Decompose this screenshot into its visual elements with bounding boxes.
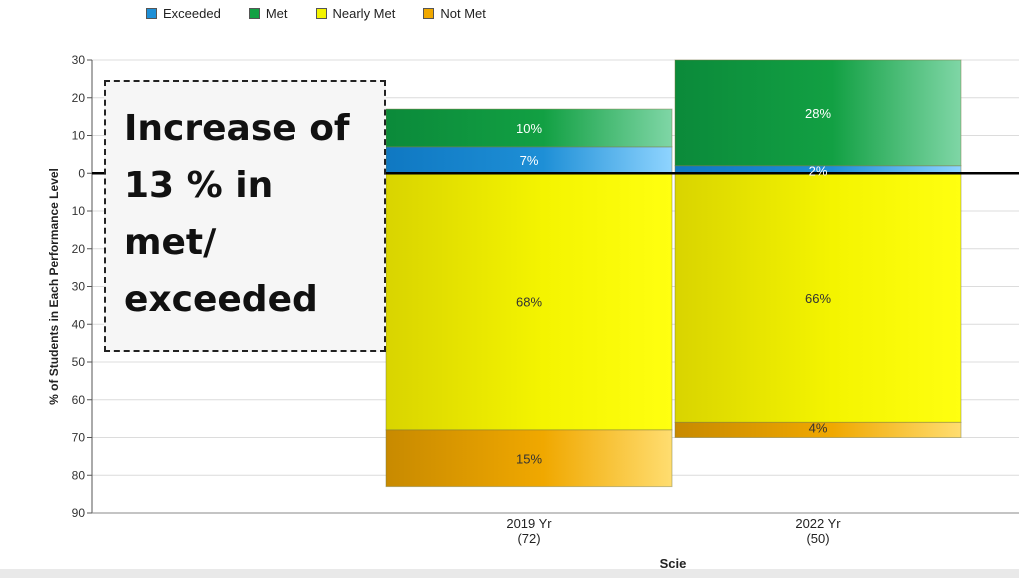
y-tick-label: 0 xyxy=(78,166,85,180)
x-category-label: (50) xyxy=(806,531,829,546)
data-label: 7% xyxy=(520,153,539,168)
legend-label: Not Met xyxy=(440,6,486,21)
bottom-scroll-strip xyxy=(0,569,1019,578)
y-tick-label: 20 xyxy=(72,242,86,256)
legend-swatch xyxy=(315,8,327,19)
x-category-label: (72) xyxy=(517,531,540,546)
y-tick-label: 70 xyxy=(72,431,86,445)
bar-segment-not-met xyxy=(674,421,962,438)
legend-label: Met xyxy=(265,6,288,21)
legend-swatch xyxy=(423,8,435,19)
data-label: 2% xyxy=(809,164,828,179)
data-label: 4% xyxy=(809,420,828,435)
bar-segment-met xyxy=(674,59,962,167)
y-tick-label: 20 xyxy=(72,91,86,105)
annotation-callout: Increase of 13 % in met/ exceeded xyxy=(104,80,386,352)
y-tick-label: 10 xyxy=(72,204,86,218)
y-tick-label: 50 xyxy=(72,355,86,369)
data-label: 15% xyxy=(516,451,542,466)
bar-segment-met xyxy=(385,108,673,148)
y-tick-label: 80 xyxy=(72,468,86,482)
data-label: 66% xyxy=(805,291,831,306)
y-tick-label: 30 xyxy=(72,280,86,294)
legend-label: Nearly Met xyxy=(332,6,396,21)
legend-swatch xyxy=(248,8,260,19)
data-label: 28% xyxy=(805,106,831,121)
data-label: 10% xyxy=(516,121,542,136)
y-tick-label: 60 xyxy=(72,393,86,407)
chart-legend: Exceeded Met Nearly Met Not Met xyxy=(146,6,514,21)
legend-item-1: Met xyxy=(248,6,288,21)
y-tick-label: 30 xyxy=(72,53,86,67)
x-axis-title: Scie xyxy=(660,556,687,571)
y-tick-label: 90 xyxy=(72,506,86,520)
y-tick-label: 10 xyxy=(72,129,86,143)
bar-segment-not-met xyxy=(385,429,673,488)
y-tick-label: 40 xyxy=(72,317,86,331)
y-axis-title: % of Students in Each Performance Level xyxy=(47,168,61,405)
legend-item-3: Not Met xyxy=(423,6,486,21)
legend-swatch xyxy=(146,8,157,19)
x-category-label: 2019 Yr xyxy=(506,516,552,531)
x-category-label: 2022 Yr xyxy=(795,516,841,531)
legend-label: Exceeded xyxy=(163,6,221,21)
data-label: 68% xyxy=(516,295,542,310)
legend-item-0: Exceeded xyxy=(146,6,221,21)
legend-item-2: Nearly Met xyxy=(315,6,396,21)
bar-segment-nearly-met xyxy=(674,172,962,423)
